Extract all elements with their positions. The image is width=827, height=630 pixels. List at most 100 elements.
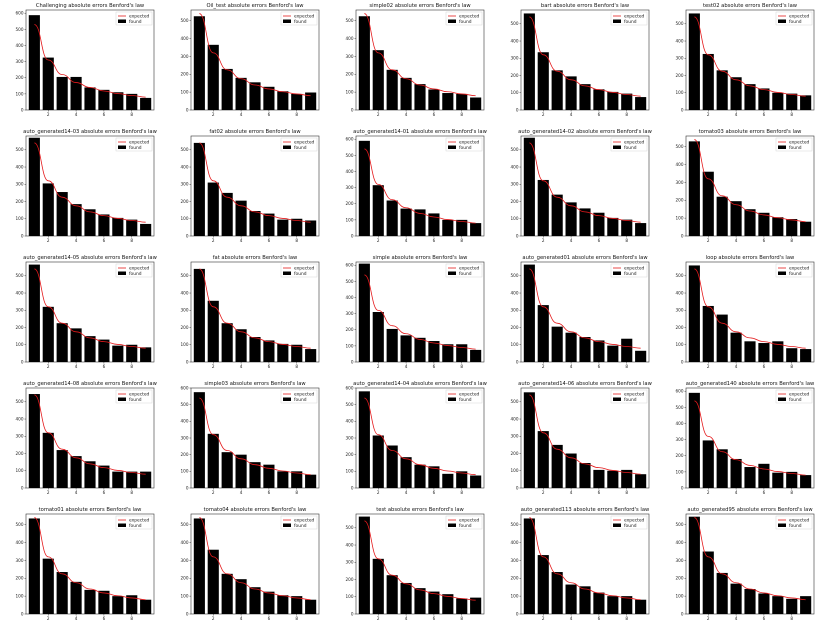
- y-tick-label: 300: [676, 180, 684, 185]
- bar-found: [249, 211, 261, 236]
- x-tick-label: 4: [405, 364, 408, 369]
- bar-found: [730, 77, 742, 110]
- bar-found: [607, 91, 619, 110]
- bar-found: [800, 349, 812, 362]
- bar-found: [688, 516, 700, 614]
- bar-found: [249, 587, 261, 614]
- y-tick-label: 200: [181, 576, 189, 581]
- legend-found-swatch: [118, 523, 126, 527]
- x-tick-label: 6: [598, 238, 601, 243]
- x-tick-label: 2: [707, 112, 710, 117]
- legend-found-swatch: [778, 271, 786, 275]
- y-tick-label: 400: [181, 419, 189, 424]
- bar-found: [593, 212, 605, 236]
- legend-expected-label: expected: [294, 140, 315, 146]
- expected-line: [694, 268, 806, 349]
- bar-found: [758, 88, 770, 110]
- chart-title: auto_generated14-08 absolute errors Benf…: [23, 381, 157, 387]
- legend-found-label: found: [624, 19, 637, 25]
- bar-found: [551, 326, 563, 362]
- legend-found-label: found: [129, 523, 142, 529]
- y-tick-label: 100: [346, 217, 354, 222]
- y-tick-label: 400: [346, 36, 354, 41]
- y-tick-label: 500: [511, 147, 519, 152]
- y-tick-label: 0: [21, 485, 24, 490]
- x-tick-label: 2: [377, 238, 380, 243]
- bar-found: [635, 97, 647, 110]
- x-tick-label: 4: [570, 490, 573, 495]
- legend-expected-label: expected: [129, 140, 150, 146]
- bar-found: [635, 350, 647, 362]
- y-tick-label: 600: [181, 385, 189, 390]
- y-tick-label: 200: [181, 325, 189, 330]
- chart-svg: simple02 absolute errors Benford's law 0 1…: [346, 3, 485, 117]
- bar-found: [800, 596, 812, 614]
- y-tick-label: 300: [511, 56, 519, 61]
- y-tick-label: 300: [16, 308, 24, 313]
- bar-found: [291, 218, 303, 236]
- y-tick-label: 500: [181, 273, 189, 278]
- bar-found: [442, 93, 454, 110]
- bar-found: [70, 456, 82, 488]
- bar-found: [386, 445, 398, 488]
- expected-line: [199, 397, 311, 476]
- x-tick-label: 4: [735, 616, 738, 621]
- bar-found: [744, 467, 756, 488]
- chart-panel: fat absolute errors Benford's law 0 100 200…: [171, 254, 331, 378]
- x-tick-label: 2: [377, 616, 380, 621]
- y-tick-label: 400: [676, 290, 684, 295]
- bar-found: [305, 599, 317, 614]
- bar-found: [84, 87, 96, 110]
- chart-panel: simple absolute errors Benford's law 0 100…: [336, 254, 496, 378]
- y-tick-label: 400: [676, 421, 684, 426]
- legend-found-swatch: [613, 19, 621, 23]
- expected-line: [364, 397, 476, 476]
- chart-svg: fat02 absolute errors Benford's law 0 100 2…: [181, 129, 320, 243]
- x-tick-label: 6: [433, 238, 436, 243]
- y-tick-label: 0: [21, 359, 24, 364]
- expected-line: [694, 517, 806, 601]
- legend-expected-label: expected: [129, 14, 150, 20]
- chart-panel: fat02 absolute errors Benford's law 0 100 2…: [171, 128, 331, 252]
- x-tick-label: 6: [433, 490, 436, 495]
- x-tick-label: 8: [460, 616, 463, 621]
- legend-found-swatch: [778, 145, 786, 149]
- bar-found: [400, 582, 412, 614]
- legend-found-label: found: [129, 19, 142, 25]
- legend-found-swatch: [613, 397, 621, 401]
- legend-expected-label: expected: [624, 140, 645, 146]
- bar-found: [28, 518, 40, 614]
- bar-found: [593, 592, 605, 614]
- x-tick-label: 4: [405, 616, 408, 621]
- bar-found: [70, 581, 82, 614]
- bar-found: [98, 465, 110, 488]
- legend-found-swatch: [778, 19, 786, 23]
- x-tick-label: 2: [377, 364, 380, 369]
- bar-found: [800, 221, 812, 236]
- expected-line: [199, 142, 311, 223]
- y-tick-label: 400: [181, 164, 189, 169]
- chart-panel: bart absolute errors Benford's law 0 100 20…: [501, 2, 661, 126]
- y-tick-label: 100: [16, 342, 24, 347]
- x-tick-label: 6: [598, 490, 601, 495]
- legend-found-label: found: [294, 19, 307, 25]
- bar-found: [263, 340, 275, 362]
- y-tick-label: 0: [681, 107, 684, 112]
- y-tick-label: 500: [181, 18, 189, 23]
- legend-found-label: found: [789, 271, 802, 277]
- legend-found-label: found: [459, 397, 472, 403]
- y-tick-label: 200: [676, 198, 684, 203]
- chart-panel: Oil_test absolute errors Benford's law 0 1…: [171, 2, 331, 126]
- bar-found: [84, 461, 96, 488]
- y-tick-label: 600: [16, 11, 24, 16]
- bar-found: [372, 312, 384, 362]
- chart-panel: auto_generated14-04 absolute errors Benf…: [336, 380, 496, 504]
- bar-found: [221, 573, 233, 614]
- bar-found: [84, 336, 96, 362]
- expected-line: [34, 517, 146, 601]
